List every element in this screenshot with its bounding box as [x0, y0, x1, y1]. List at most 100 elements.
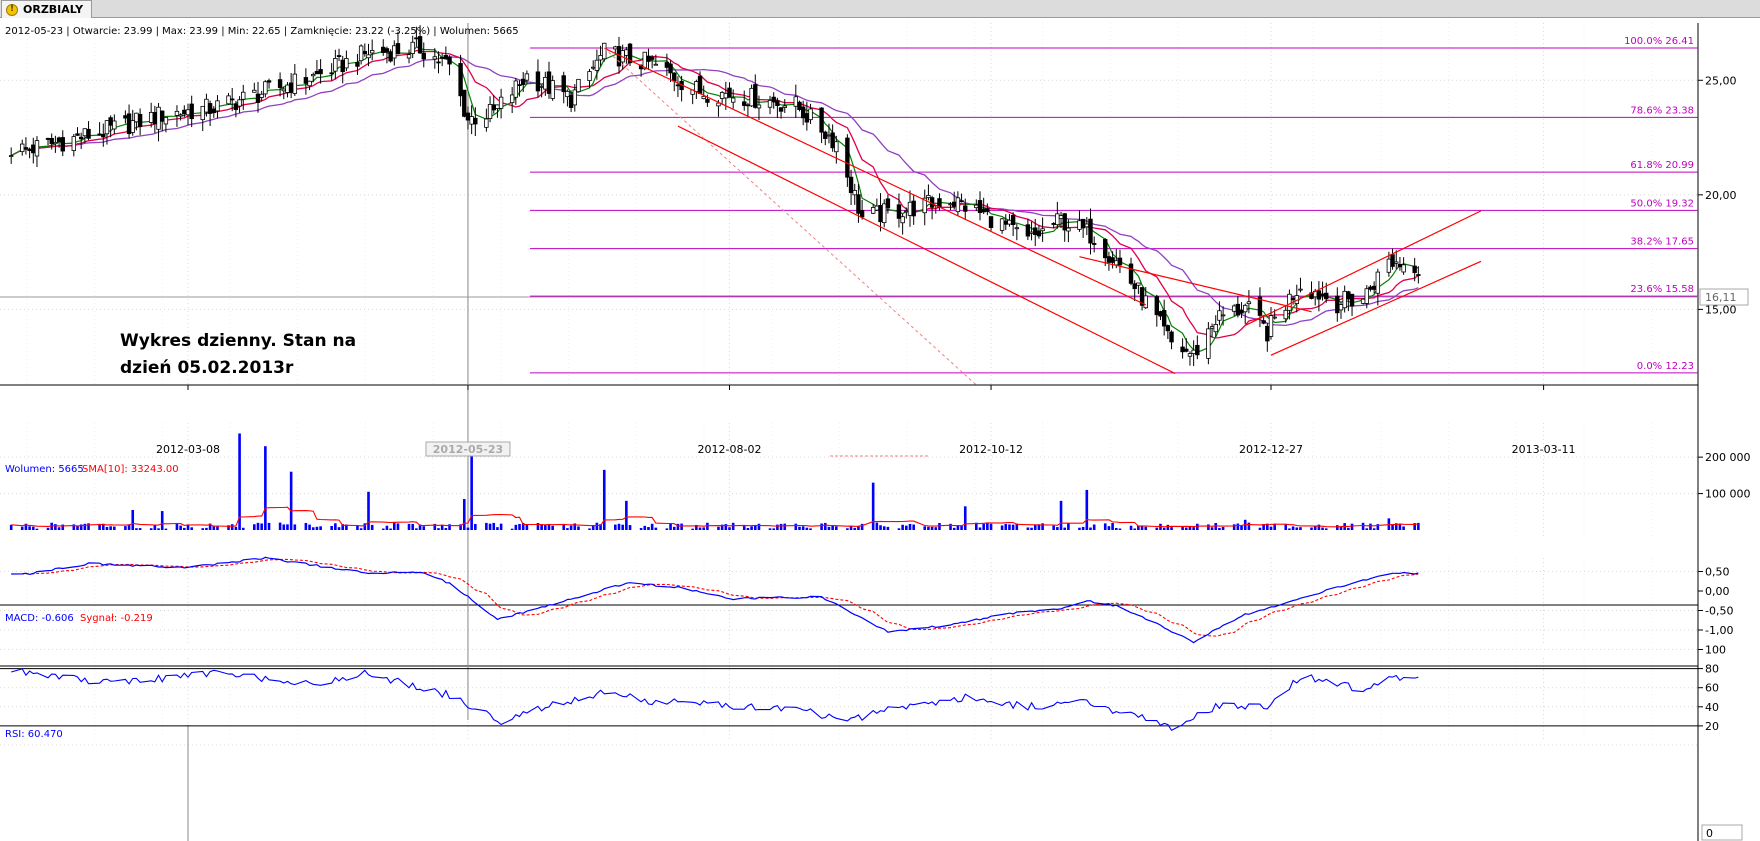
volume-bar: [1299, 527, 1302, 530]
candle-body: [204, 98, 209, 113]
candle-body: [823, 131, 828, 139]
volume-bar: [359, 528, 363, 530]
fib-level-label: 38.2% 17.65: [1630, 237, 1694, 248]
candle-body: [845, 137, 850, 178]
candle-body: [1088, 218, 1093, 244]
volume-bar: [702, 527, 706, 530]
volume-bar: [886, 526, 890, 530]
volume-bar: [356, 525, 359, 530]
volume-bar: [1324, 528, 1328, 530]
candle-body: [1062, 213, 1067, 231]
volume-bar: [311, 527, 315, 530]
candle-body: [753, 84, 758, 108]
volume-bar: [422, 526, 426, 530]
volume-bar: [124, 526, 127, 530]
candle-body: [318, 69, 323, 75]
volume-bar: [1011, 524, 1015, 530]
volume-bar: [1284, 524, 1288, 530]
volume-bar: [227, 525, 230, 530]
volume-bar: [617, 523, 621, 530]
moving-average-mid: [10, 49, 1419, 339]
candle-body: [311, 74, 316, 77]
volume-bar: [1347, 527, 1350, 530]
candle-body: [804, 113, 810, 123]
candle-body: [1320, 293, 1325, 297]
candle-body: [568, 94, 574, 108]
candle-body: [1158, 311, 1163, 317]
candle-body: [591, 66, 596, 69]
macd-label: MACD: -0.606: [5, 613, 74, 624]
candle-body: [565, 90, 570, 98]
volume-bar: [264, 446, 267, 530]
candle-body: [1025, 224, 1031, 237]
candle-body: [664, 62, 670, 68]
candle-body: [1191, 349, 1196, 355]
volume-bar: [289, 471, 293, 530]
candle-body: [513, 80, 519, 98]
x-tick-label: 2012-03-08: [156, 443, 220, 456]
volume-bar: [595, 522, 599, 530]
volume-bar: [798, 526, 801, 530]
volume-bar: [234, 526, 238, 530]
candle-body: [355, 62, 360, 67]
chart-canvas[interactable]: 100.0% 26.41 78.6% 23.38 61.8% 20.99 50.0% …: [0, 18, 1760, 841]
volume-bar: [319, 526, 322, 530]
candle-body: [730, 97, 736, 103]
candle-body: [1187, 353, 1193, 357]
volume-bar: [794, 523, 798, 530]
y-tick-label: 100 000: [1705, 488, 1751, 501]
candle-body: [988, 216, 994, 228]
candle-body: [627, 43, 633, 64]
candle-body: [189, 103, 194, 120]
volume-bar: [46, 527, 50, 530]
volume-bar: [466, 527, 470, 530]
fib-level-label: 23.6% 15.58: [1630, 284, 1694, 295]
volume-bar: [1266, 523, 1269, 530]
volume-bar: [212, 525, 216, 530]
trendline: [677, 125, 1176, 375]
volume-bar: [385, 525, 389, 530]
candle-body: [1010, 214, 1016, 225]
candle-body: [86, 128, 91, 139]
volume-bar: [621, 524, 624, 530]
volume-bar: [1273, 523, 1276, 530]
candle-body: [598, 55, 603, 61]
volume-bar: [536, 523, 540, 530]
candle-body: [45, 137, 51, 140]
volume-bar: [728, 527, 731, 530]
volume-bar: [860, 523, 864, 530]
candle-body: [495, 104, 500, 109]
candle-body: [230, 98, 235, 101]
last-price-label: 16,11: [1705, 291, 1737, 304]
volume-bar: [588, 528, 591, 530]
volume-bar: [1369, 523, 1372, 530]
volume-bar: [768, 528, 772, 530]
candle-body: [856, 194, 861, 214]
candle-body: [1342, 290, 1347, 309]
volume-bar: [625, 500, 628, 530]
candle-body: [974, 204, 979, 209]
volume-bar: [982, 523, 985, 530]
moving-average-short: [10, 46, 1419, 353]
volume-bar: [1092, 524, 1096, 530]
volume-bar: [72, 524, 76, 530]
candle-body: [410, 41, 415, 54]
volume-bar: [978, 527, 982, 530]
candle-body: [56, 137, 62, 142]
candle-body: [878, 205, 883, 223]
volume-bar: [577, 526, 580, 530]
volume-bar: [963, 506, 967, 530]
tab-orzbialy[interactable]: ! ORZBIALY: [1, 0, 93, 18]
candle-body: [263, 81, 268, 95]
candle-body: [8, 155, 14, 157]
volume-bar: [1166, 524, 1170, 530]
volume-bar: [1184, 527, 1188, 530]
candle-body: [797, 101, 802, 111]
volume-bar: [875, 522, 879, 530]
volume-bar: [628, 525, 632, 530]
candle-body: [576, 78, 581, 93]
volume-bar: [614, 524, 617, 530]
candle-body: [1213, 323, 1218, 333]
candle-body: [491, 104, 496, 111]
candle-body: [241, 91, 246, 100]
